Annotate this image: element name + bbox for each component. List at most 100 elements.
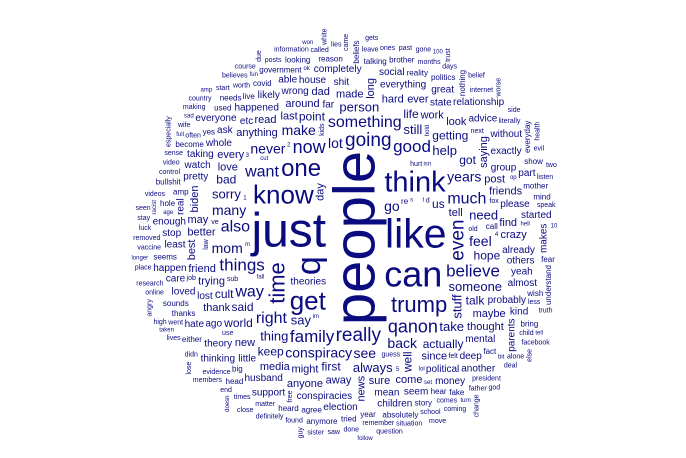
word-lost: lost xyxy=(197,291,213,302)
word-everyday: everyday xyxy=(523,121,532,153)
word-truth: truth xyxy=(538,307,552,314)
word-think: think xyxy=(384,167,446,199)
word-seems: seems xyxy=(153,252,177,261)
word-happen: happen xyxy=(153,263,186,274)
word-white: white xyxy=(322,28,329,45)
word-racist: racist xyxy=(152,200,158,215)
word-years: years xyxy=(447,169,481,185)
word-year: year xyxy=(360,410,376,419)
word-sounds: sounds xyxy=(163,299,189,308)
word-sure: sure xyxy=(369,375,390,387)
word-far: far xyxy=(322,99,334,110)
word-social: social xyxy=(379,67,405,78)
word-information: information xyxy=(274,47,309,54)
word-husband: husband xyxy=(245,373,283,384)
word-s: s xyxy=(410,198,413,204)
word-saw: saw xyxy=(327,429,340,436)
word-making: making xyxy=(183,104,206,111)
word-thinking: thinking xyxy=(201,353,235,364)
word-almost: almost xyxy=(508,278,538,289)
word-comes: comes xyxy=(436,398,457,405)
word-guess: guess xyxy=(381,351,400,358)
word-im: im xyxy=(313,314,319,320)
word-due: due xyxy=(256,50,263,62)
word-biden: biden xyxy=(189,186,201,213)
word-world: world xyxy=(223,316,253,330)
word-ve: ve xyxy=(211,219,219,226)
word-talking: talking xyxy=(364,57,387,66)
word-election: election xyxy=(323,402,357,413)
word-someone: someone xyxy=(449,279,502,294)
word-gets: gets xyxy=(365,35,379,42)
word-just: just xyxy=(249,205,326,258)
word-fear: fear xyxy=(541,255,555,264)
word-mom: mom xyxy=(212,240,243,256)
word-agree: agree xyxy=(301,406,322,415)
word-actually: actually xyxy=(423,337,464,351)
word-shit: shit xyxy=(334,77,350,88)
word-also: also xyxy=(221,218,250,235)
word-kids: kids xyxy=(319,123,326,136)
word-vaccine: vaccine xyxy=(137,245,161,252)
word-anymore: anymore xyxy=(306,417,338,426)
word-come: come xyxy=(396,374,423,386)
word-lose: lose xyxy=(186,362,193,375)
word-friend: friend xyxy=(188,263,216,275)
word-else: else xyxy=(526,349,533,362)
word-change: change xyxy=(474,394,481,417)
word-lies: lies xyxy=(331,42,342,49)
word-friends: friends xyxy=(489,185,523,197)
word-close: close xyxy=(237,407,253,414)
word-start: start xyxy=(216,85,230,92)
word-last: last xyxy=(281,110,298,122)
word-lives: lives xyxy=(167,335,182,342)
word-likely: likely xyxy=(258,90,280,101)
word-nothing: nothing xyxy=(458,70,467,96)
word-can: can xyxy=(384,254,442,295)
word-crazy: crazy xyxy=(500,229,527,241)
word-less: less xyxy=(528,299,541,306)
word-1: 1 xyxy=(243,196,247,202)
word-fox: fox xyxy=(489,198,499,205)
word-lot: lot xyxy=(328,135,343,151)
word-started: started xyxy=(521,210,552,221)
word-situation: situation xyxy=(396,421,422,428)
word-part: part xyxy=(518,168,535,179)
word-4: 4 xyxy=(495,232,499,238)
word-guy: guy xyxy=(298,427,305,439)
word-etc: etc xyxy=(240,116,253,127)
word-know: know xyxy=(253,179,314,209)
word-wife: wife xyxy=(177,122,191,129)
word-already: already xyxy=(502,245,535,256)
word-care: care xyxy=(166,274,186,285)
word-government: government xyxy=(259,66,302,75)
word-post: post xyxy=(484,174,505,186)
word-angry: angry xyxy=(147,299,154,317)
word-mother: mother xyxy=(523,182,548,191)
word-hell: hell xyxy=(521,222,530,228)
word-conspiracies: conspiracies xyxy=(297,391,353,402)
word-d: d xyxy=(426,198,430,205)
word-dad: dad xyxy=(312,86,330,98)
word-law: law xyxy=(203,238,210,249)
word-feel: feel xyxy=(469,233,492,249)
word-tried: tried xyxy=(341,414,357,423)
word-taking: taking xyxy=(187,149,214,160)
word-hate: hate xyxy=(185,319,205,330)
word-times: times xyxy=(234,394,251,401)
word-posts: posts xyxy=(265,57,282,64)
word-follow: follow xyxy=(357,436,373,442)
word-hope: hope xyxy=(474,249,501,263)
word-yes: yes xyxy=(203,128,215,137)
word-sad: sad xyxy=(184,114,194,120)
word-happened: happened xyxy=(234,102,279,113)
word-online: online xyxy=(145,289,164,296)
word-two: two xyxy=(546,162,557,169)
word-set: set xyxy=(424,380,432,386)
word-stuff: stuff xyxy=(449,294,464,319)
word-real: real xyxy=(176,198,187,215)
word-parents: parents xyxy=(507,318,518,351)
word-want: want xyxy=(244,164,279,181)
